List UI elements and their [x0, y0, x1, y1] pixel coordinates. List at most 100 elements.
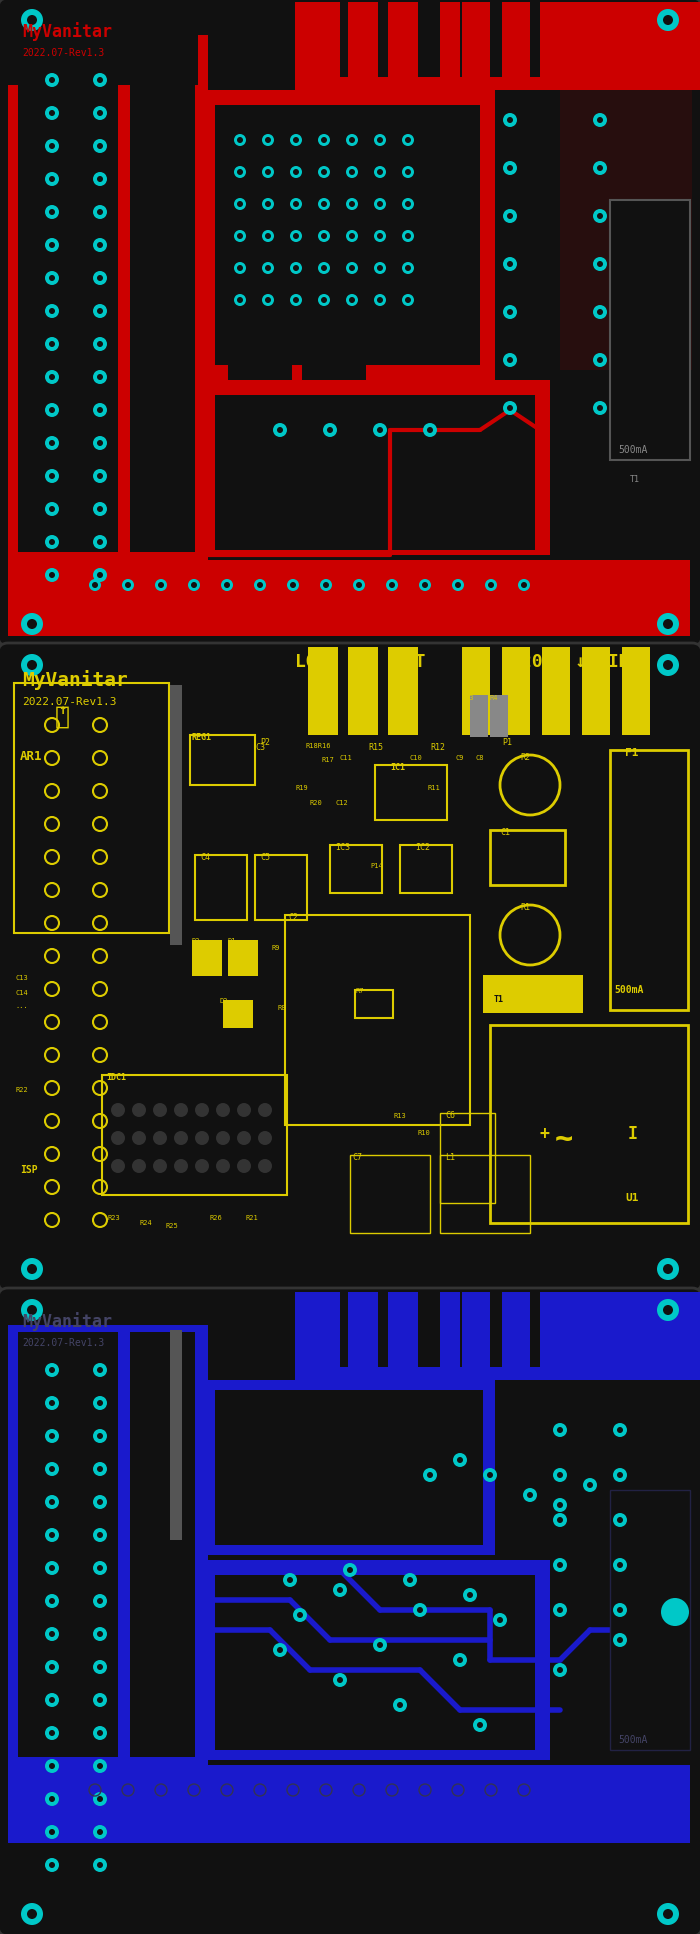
- Bar: [375, 766, 447, 820]
- Circle shape: [413, 1603, 427, 1617]
- Circle shape: [93, 1626, 107, 1642]
- Circle shape: [49, 1731, 55, 1737]
- Text: C7: C7: [352, 1153, 362, 1162]
- Circle shape: [333, 1673, 347, 1686]
- Circle shape: [321, 232, 327, 240]
- Bar: [8, 35, 198, 85]
- Bar: [8, 1325, 18, 1766]
- Circle shape: [216, 1102, 230, 1118]
- Text: R12: R12: [430, 743, 445, 752]
- Bar: [350, 1155, 430, 1234]
- Circle shape: [405, 232, 411, 240]
- Text: C11: C11: [340, 754, 353, 760]
- Text: C8: C8: [475, 754, 484, 760]
- Circle shape: [45, 172, 59, 186]
- Circle shape: [597, 261, 603, 267]
- Circle shape: [349, 168, 355, 174]
- FancyBboxPatch shape: [0, 642, 700, 1292]
- Circle shape: [49, 1499, 55, 1505]
- Circle shape: [97, 540, 103, 545]
- Text: C13: C13: [15, 975, 28, 981]
- Circle shape: [321, 265, 327, 271]
- Circle shape: [337, 1588, 343, 1594]
- Circle shape: [191, 582, 197, 588]
- Text: C5: C5: [260, 853, 270, 863]
- Bar: [620, 1292, 648, 1381]
- Circle shape: [195, 1158, 209, 1174]
- Circle shape: [97, 308, 103, 313]
- Circle shape: [153, 1131, 167, 1145]
- Circle shape: [93, 1396, 107, 1410]
- Circle shape: [663, 1909, 673, 1919]
- Circle shape: [507, 213, 513, 219]
- Circle shape: [49, 1565, 55, 1570]
- Text: R21: R21: [246, 1215, 259, 1220]
- Circle shape: [613, 1559, 627, 1572]
- Circle shape: [195, 1131, 209, 1145]
- Circle shape: [258, 1131, 272, 1145]
- Circle shape: [93, 470, 107, 484]
- Circle shape: [237, 168, 243, 174]
- Bar: [18, 1333, 118, 1756]
- Circle shape: [347, 1567, 353, 1572]
- Circle shape: [457, 1456, 463, 1462]
- Circle shape: [258, 1102, 272, 1118]
- Circle shape: [290, 230, 302, 242]
- Circle shape: [557, 1472, 563, 1478]
- Bar: [8, 1766, 690, 1843]
- Circle shape: [377, 232, 383, 240]
- Circle shape: [93, 1429, 107, 1443]
- Circle shape: [45, 1396, 59, 1410]
- Text: MyVanitar: MyVanitar: [22, 669, 127, 690]
- Circle shape: [49, 1663, 55, 1669]
- Text: IDC1: IDC1: [106, 1073, 126, 1081]
- Text: 2022.07-Rev1.3: 2022.07-Rev1.3: [22, 48, 104, 58]
- Text: 2022.07-Rev1.3: 2022.07-Rev1.3: [22, 1338, 104, 1348]
- Circle shape: [318, 197, 330, 211]
- Circle shape: [45, 1826, 59, 1839]
- Circle shape: [237, 1131, 251, 1145]
- Circle shape: [21, 613, 43, 634]
- Circle shape: [174, 1158, 188, 1174]
- Circle shape: [234, 133, 246, 145]
- Circle shape: [97, 406, 103, 414]
- Circle shape: [45, 435, 59, 451]
- Circle shape: [553, 1559, 567, 1572]
- Circle shape: [195, 1102, 209, 1118]
- Circle shape: [323, 424, 337, 437]
- Circle shape: [45, 1561, 59, 1574]
- Circle shape: [21, 654, 43, 677]
- Circle shape: [224, 582, 230, 588]
- Text: U1: U1: [625, 1193, 638, 1203]
- Circle shape: [297, 1613, 303, 1619]
- Circle shape: [349, 298, 355, 304]
- Circle shape: [93, 1462, 107, 1476]
- Circle shape: [389, 582, 395, 588]
- Circle shape: [234, 294, 246, 306]
- Circle shape: [290, 261, 302, 275]
- Bar: [130, 43, 195, 551]
- Circle shape: [93, 1561, 107, 1574]
- Text: AR1: AR1: [20, 750, 43, 764]
- Bar: [215, 395, 535, 549]
- Circle shape: [613, 1512, 627, 1528]
- Circle shape: [237, 201, 243, 207]
- Circle shape: [93, 1495, 107, 1509]
- Bar: [542, 648, 570, 735]
- Text: R23: R23: [108, 1215, 120, 1220]
- Circle shape: [402, 197, 414, 211]
- Circle shape: [97, 1830, 103, 1835]
- Circle shape: [97, 1367, 103, 1373]
- Circle shape: [377, 427, 383, 433]
- Text: 220V  ↓  IN: 220V ↓ IN: [510, 654, 629, 671]
- Bar: [0, 646, 700, 1288]
- Circle shape: [45, 139, 59, 153]
- Circle shape: [49, 1696, 55, 1704]
- Circle shape: [97, 572, 103, 578]
- Circle shape: [374, 166, 386, 178]
- Text: C3: C3: [255, 743, 265, 752]
- Circle shape: [97, 77, 103, 83]
- Circle shape: [593, 306, 607, 319]
- Circle shape: [45, 369, 59, 385]
- Circle shape: [377, 265, 383, 271]
